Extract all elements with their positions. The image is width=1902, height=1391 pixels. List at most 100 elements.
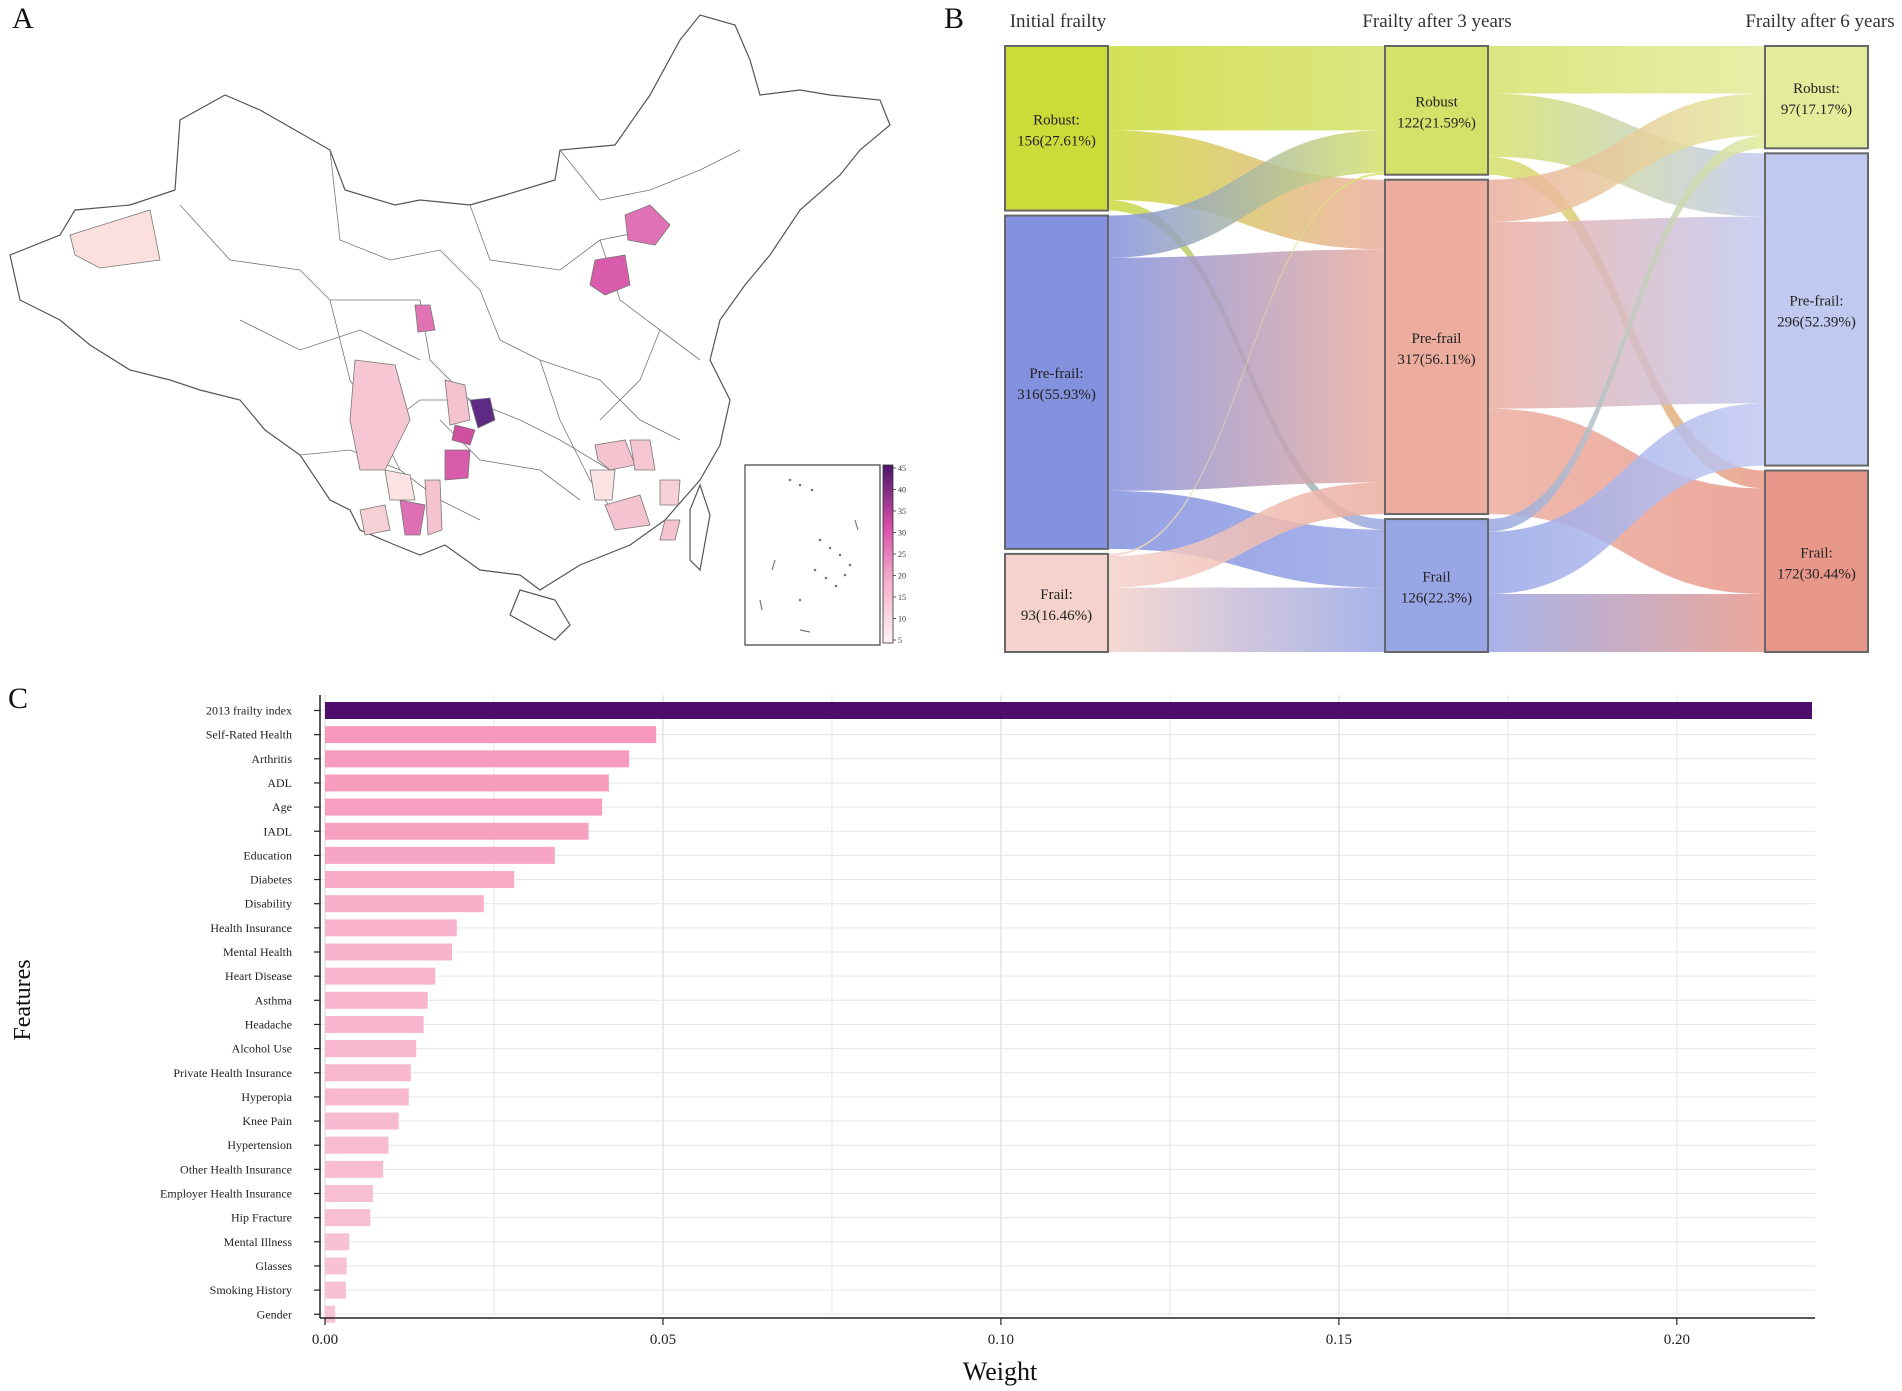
sankey-node	[1384, 178, 1489, 516]
sankey-flow	[1108, 587, 1385, 652]
south-sea-inset	[744, 464, 881, 646]
feature-weight-chart: 2013 frailty index Self-Rated Health Arthr…	[10, 695, 1815, 1386]
bar	[325, 1209, 371, 1227]
sankey-node-name: Pre-frail:	[1029, 366, 1083, 382]
y-tick-label: Other Health Insurance	[180, 1162, 292, 1176]
sankey-node-value: 97(17.17%)	[1781, 102, 1852, 118]
x-ticks: 0.00 0.05 0.10 0.15 0.20	[312, 1318, 1690, 1348]
bar	[325, 1136, 389, 1154]
bar	[325, 1185, 373, 1202]
x-tick-label: 0.05	[650, 1332, 676, 1348]
bar	[325, 991, 428, 1009]
sankey-flow	[1108, 46, 1385, 131]
sankey-node-name: Frail:	[1040, 587, 1073, 603]
sankey-node-value: 93(16.46%)	[1021, 608, 1092, 624]
sankey-node	[1384, 45, 1489, 176]
panel-label-a: A	[12, 2, 34, 35]
y-axis-label: Features	[10, 959, 36, 1040]
bar	[325, 1305, 336, 1323]
sankey-node	[1004, 214, 1109, 550]
y-tick-label: Education	[243, 848, 292, 862]
sankey-node	[1384, 518, 1489, 653]
legend-tick-label: 10	[898, 615, 906, 624]
color-legend: 45 40 35 30 25 20 15 10 5	[882, 464, 906, 645]
sankey-node-value: 122(21.59%)	[1397, 115, 1476, 131]
bars	[325, 702, 1812, 1323]
x-axis-label: Weight	[963, 1357, 1038, 1386]
y-tick-label: Diabetes	[250, 873, 292, 887]
sankey-node	[1764, 152, 1869, 467]
bar	[325, 750, 630, 768]
sankey-nodes: Robust: 156(27.61%) Pre-frail: 316(55.93%) F…	[1004, 45, 1869, 653]
y-tick-label: Hypertension	[227, 1138, 292, 1152]
y-tick-label: Health Insurance	[210, 921, 292, 935]
sankey-node-value: 156(27.61%)	[1017, 133, 1096, 149]
y-tick-label: ADL	[267, 776, 292, 790]
y-tick-label: 2013 frailty index	[206, 704, 292, 718]
y-tick-label: Asthma	[255, 993, 293, 1007]
sankey-node	[1004, 552, 1109, 653]
sankey-flow	[1108, 172, 1385, 557]
sankey-node-name: Robust:	[1033, 112, 1080, 128]
sankey-flow	[1108, 130, 1385, 258]
y-tick-label: Private Health Insurance	[173, 1066, 292, 1080]
sankey-flow	[1488, 46, 1765, 94]
bar	[325, 1257, 347, 1275]
bar	[325, 1281, 346, 1299]
map-base	[9, 14, 891, 641]
sankey-node-name: Frail	[1422, 570, 1450, 586]
bar	[325, 822, 589, 840]
x-tick-label: 0.10	[988, 1332, 1014, 1348]
sankey-node-value: 172(30.44%)	[1777, 566, 1856, 582]
choropleth-map: 45 40 35 30 25 20 15 10 5	[9, 14, 906, 646]
y-tick-label: Arthritis	[251, 752, 292, 766]
sankey-flow	[1488, 593, 1765, 652]
sankey-flow	[1108, 482, 1385, 588]
bar	[325, 895, 484, 913]
y-tick-label: Disability	[245, 897, 292, 911]
panel-label-b: B	[944, 2, 965, 35]
sankey-node-value: 317(56.11%)	[1397, 352, 1475, 368]
y-tick-label: Heart Disease	[225, 969, 292, 983]
y-tick-label: Hip Fracture	[231, 1211, 292, 1225]
bar	[325, 1160, 384, 1178]
bar	[325, 1233, 350, 1251]
bar	[325, 798, 603, 816]
sankey-node	[1764, 469, 1869, 653]
bar	[325, 726, 657, 744]
x-tick-label: 0.00	[312, 1332, 338, 1348]
sankey-node-name: Frail:	[1800, 545, 1833, 561]
sankey-flow	[1488, 216, 1765, 409]
legend-tick-label: 15	[898, 593, 906, 602]
y-tick-label: Self-Rated Health	[206, 728, 292, 742]
y-tick-label: Glasses	[255, 1259, 292, 1273]
stage-title-6-years: Frailty after 6 years	[1745, 11, 1894, 32]
stage-title-initial: Initial frailty	[1010, 11, 1107, 32]
y-tick-label: Mental Health	[223, 945, 292, 959]
bar	[325, 774, 609, 792]
sankey-node-value: 126(22.3%)	[1401, 591, 1472, 607]
sankey-node-name: Pre-frail	[1412, 331, 1462, 347]
sankey-node-name: Pre-frail:	[1789, 293, 1843, 309]
sankey-flow	[1488, 93, 1765, 222]
y-tick-labels: 2013 frailty index Self-Rated Health Arthr…	[160, 704, 320, 1321]
legend-tick-label: 25	[898, 550, 906, 559]
y-tick-label: Hyperopia	[241, 1090, 292, 1104]
sankey-diagram: Initial frailty Frailty after 3 years Fr…	[1004, 11, 1895, 653]
map-highlight-regions	[69, 204, 681, 541]
legend-tick-label: 20	[898, 572, 906, 581]
x-tick-label: 0.20	[1664, 1332, 1690, 1348]
sankey-flow	[1488, 403, 1765, 594]
y-tick-label: Smoking History	[210, 1283, 292, 1297]
bar	[325, 967, 436, 985]
stage-title-3-years: Frailty after 3 years	[1362, 11, 1511, 32]
x-tick-label: 0.15	[1326, 1332, 1352, 1348]
y-tick-label: Mental Illness	[224, 1235, 293, 1249]
bar	[325, 1088, 409, 1106]
legend-tick-label: 35	[898, 507, 906, 516]
bar	[325, 1015, 424, 1033]
sankey-node	[1764, 45, 1869, 150]
bar	[325, 1064, 411, 1082]
legend-tick-label: 45	[898, 464, 906, 473]
bar	[325, 846, 555, 864]
